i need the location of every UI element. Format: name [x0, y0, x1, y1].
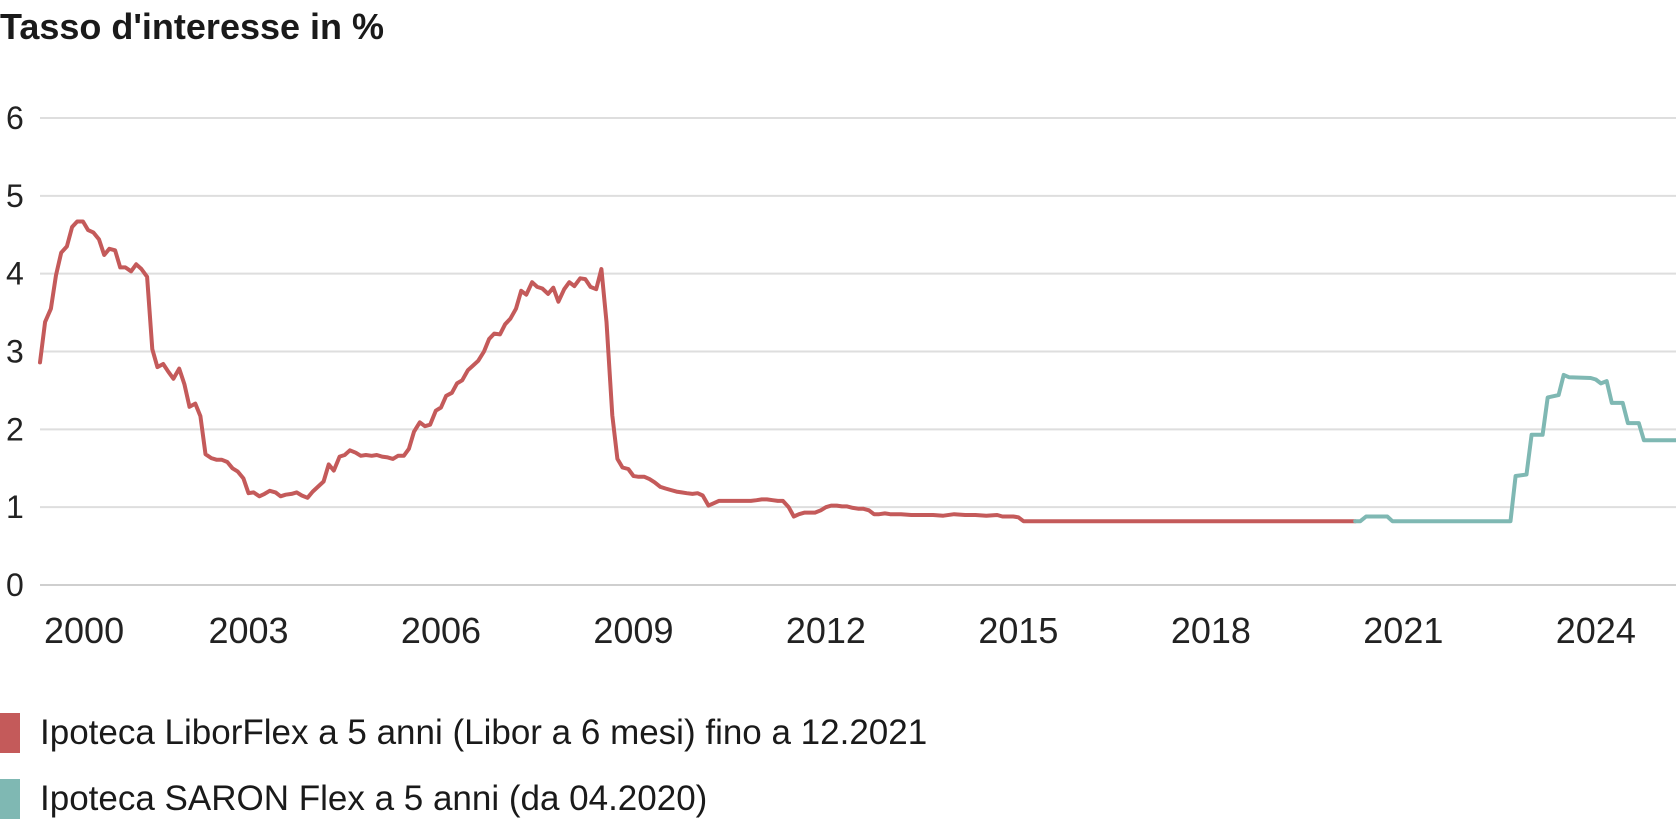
y-tick-label-1: 1 — [6, 489, 24, 525]
y-tick-label-6: 6 — [6, 100, 24, 136]
x-tick-label-2003: 2003 — [208, 610, 288, 651]
x-tick-label-2009: 2009 — [593, 610, 673, 651]
x-tick-label-2006: 2006 — [401, 610, 481, 651]
grid-lines — [40, 117, 1676, 586]
legend: Ipoteca LiborFlex a 5 anni (Libor a 6 me… — [0, 700, 927, 832]
line-chart: 0 1 2 3 4 5 6 2000 2003 2006 2009 2012 2015 2018 2021… — [6, 100, 1676, 651]
y-tick-label-5: 5 — [6, 178, 24, 214]
series-line-liborflex — [38, 219, 1358, 524]
x-tick-label-2021: 2021 — [1363, 610, 1443, 651]
x-tick-label-2000: 2000 — [44, 610, 124, 651]
legend-label-liborflex: Ipoteca LiborFlex a 5 anni (Libor a 6 me… — [40, 713, 928, 752]
y-axis-labels: 0 1 2 3 4 5 6 — [6, 100, 24, 603]
chart-title: Tasso d'interesse in % — [0, 6, 385, 47]
legend-label-saron-flex: Ipoteca SARON Flex a 5 anni (da 04.2020) — [40, 779, 708, 818]
x-tick-label-2018: 2018 — [1171, 610, 1251, 651]
series-line-saron-flex — [1353, 372, 1676, 524]
y-tick-label-0: 0 — [6, 567, 24, 603]
x-axis-labels: 2000 2003 2006 2009 2012 2015 2018 2021 2024 — [44, 610, 1636, 651]
x-tick-label-2015: 2015 — [978, 610, 1058, 651]
y-tick-label-4: 4 — [6, 256, 24, 292]
x-tick-label-2012: 2012 — [786, 610, 866, 651]
legend-swatch-saron-flex — [0, 779, 20, 819]
y-tick-label-3: 3 — [6, 334, 24, 370]
legend-swatch-liborflex — [0, 713, 20, 753]
legend-item-liborflex: Ipoteca LiborFlex a 5 anni (Libor a 6 me… — [0, 700, 927, 766]
x-tick-label-2024: 2024 — [1556, 610, 1636, 651]
y-tick-label-2: 2 — [6, 411, 24, 447]
legend-item-saron-flex: Ipoteca SARON Flex a 5 anni (da 04.2020) — [0, 766, 927, 832]
series-lines — [38, 219, 1676, 524]
